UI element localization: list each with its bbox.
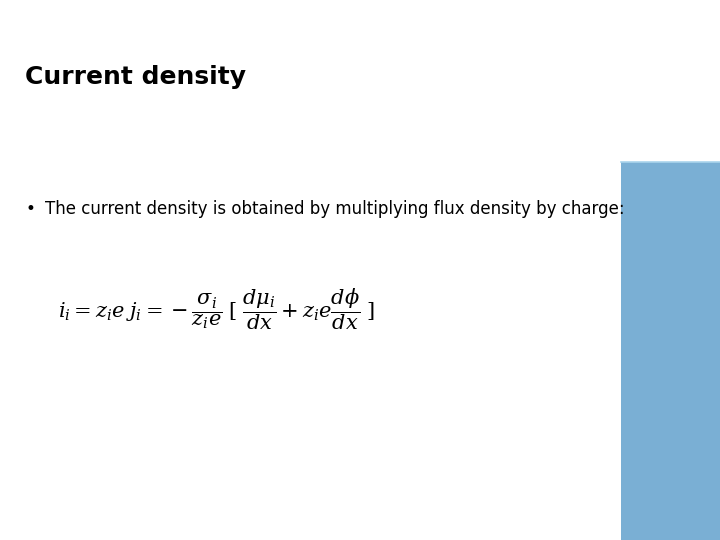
Text: •: • [25,200,35,218]
Text: The current density is obtained by multiplying flux density by charge:: The current density is obtained by multi… [45,200,625,218]
Bar [621,162,720,540]
Text: $i_i = z_i e \; j_i = -\dfrac{\sigma_i}{z_i e} \; [\; \dfrac{d\mu_i}{dx} + z_i e: $i_i = z_i e \; j_i = -\dfrac{\sigma_i}{… [58,286,374,332]
Text: Current density: Current density [25,65,246,89]
